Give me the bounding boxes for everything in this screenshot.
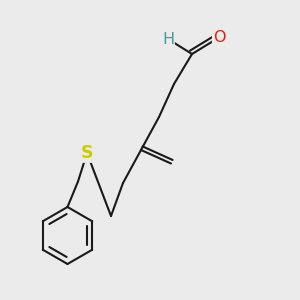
Text: O: O <box>213 30 225 45</box>
Text: S: S <box>81 144 93 162</box>
Text: H: H <box>162 32 174 46</box>
